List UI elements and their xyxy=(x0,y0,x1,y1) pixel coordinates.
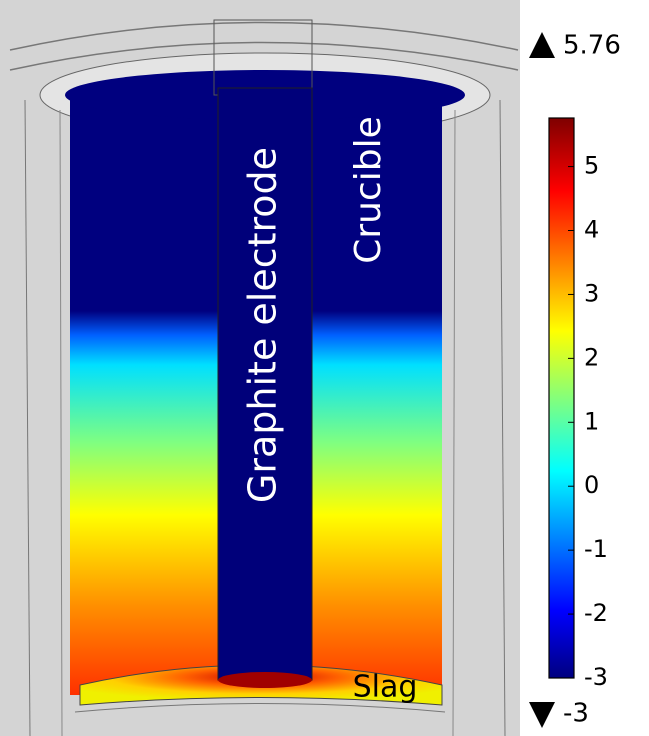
min-label: -3 xyxy=(563,699,589,729)
tick-label: 1 xyxy=(584,407,599,435)
tick-label: -2 xyxy=(584,599,608,627)
tick-label: 4 xyxy=(584,216,599,244)
electrode-tip xyxy=(218,672,312,688)
tick-label: -1 xyxy=(584,535,608,563)
colorbar: 5.76 -3 5 4 3 2 1 0 -1 -2 -3 xyxy=(520,0,649,736)
tick-label: 0 xyxy=(584,471,599,499)
crucible-label: Crucible xyxy=(348,116,389,264)
scene: Graphite electrode Crucible Slag xyxy=(0,0,520,736)
electrode-label: Graphite electrode xyxy=(241,147,285,503)
tick-label: 5 xyxy=(584,152,599,180)
tick-label: -3 xyxy=(584,663,608,691)
colorbar-scale xyxy=(549,118,574,678)
slag-label: Slag xyxy=(353,670,418,705)
figure: Graphite electrode Crucible Slag 5.76 -3… xyxy=(0,0,649,736)
max-label: 5.76 xyxy=(563,31,621,61)
tick-label: 3 xyxy=(584,279,599,307)
tick-label: 2 xyxy=(584,343,599,371)
